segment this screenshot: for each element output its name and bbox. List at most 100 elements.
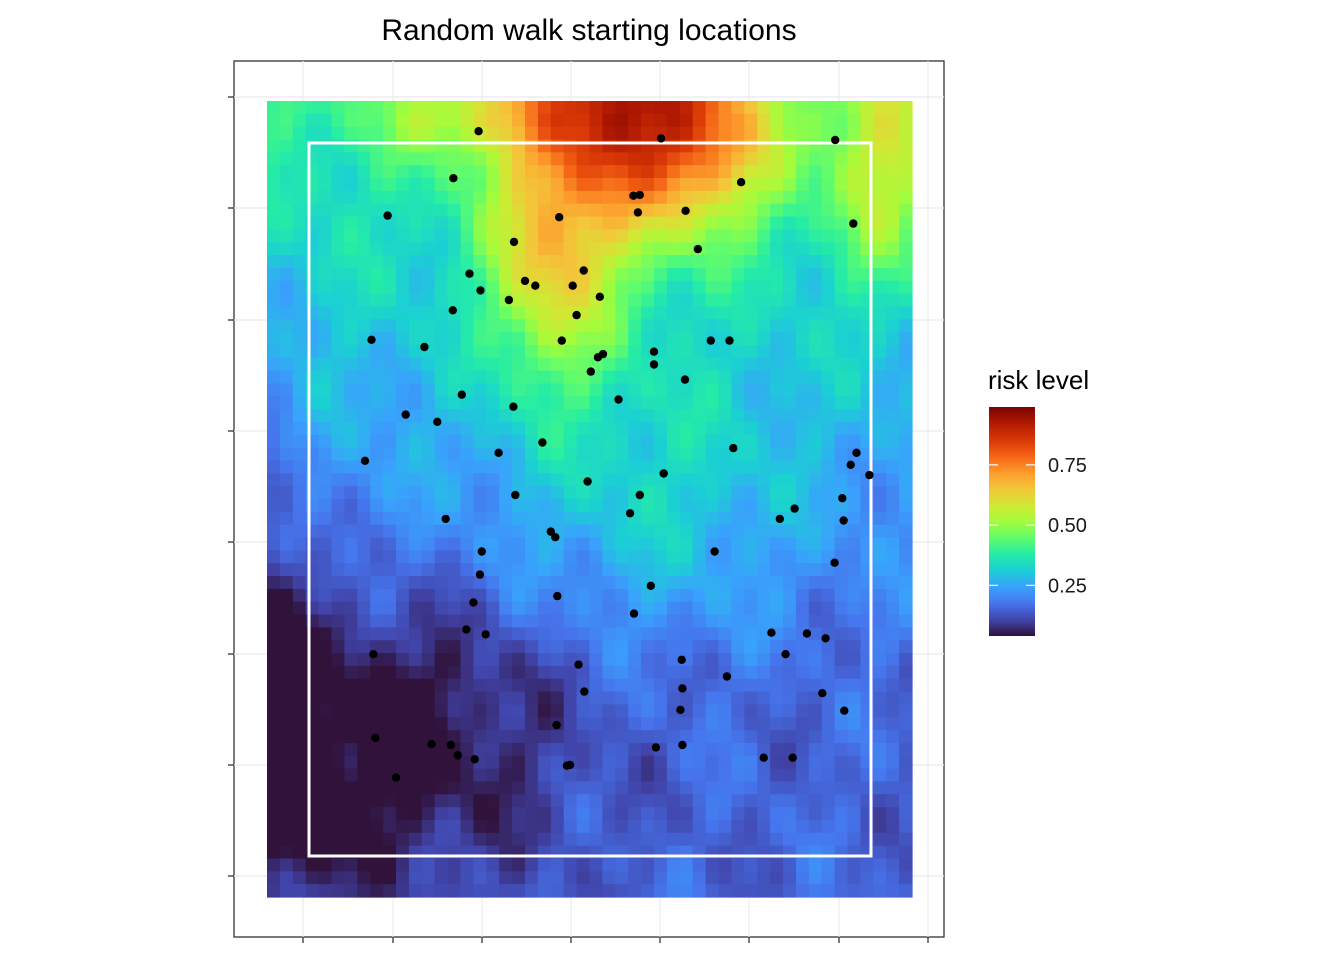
raster-cell <box>383 434 397 449</box>
raster-cell <box>537 601 552 616</box>
raster-cell <box>396 563 410 577</box>
raster-cell <box>705 576 720 590</box>
raster-cell <box>808 396 823 410</box>
raster-cell <box>808 537 823 551</box>
raster-cell <box>770 665 784 680</box>
raster-cell <box>370 511 384 526</box>
raster-cell <box>654 113 668 128</box>
raster-cell <box>705 421 720 436</box>
raster-cell <box>718 653 732 667</box>
raster-cell <box>563 383 578 397</box>
raster-cell <box>421 306 436 320</box>
raster-cell <box>873 344 887 359</box>
raster-cell <box>628 383 642 397</box>
raster-cell <box>744 486 758 500</box>
raster-cell <box>576 203 591 218</box>
raster-cell <box>834 203 849 218</box>
raster-cell <box>795 267 810 282</box>
raster-cell <box>331 550 345 564</box>
raster-cell <box>602 113 616 128</box>
raster-cell <box>447 332 462 346</box>
raster-cell <box>434 190 449 205</box>
raster-cell <box>615 678 629 693</box>
raster-cell <box>486 434 500 449</box>
raster-cell <box>473 768 487 783</box>
raster-cell <box>318 203 333 218</box>
raster-cell <box>537 730 552 744</box>
raster-cell <box>396 524 410 539</box>
raster-cell <box>357 627 371 641</box>
raster-cell <box>357 421 371 436</box>
raster-cell <box>357 396 371 410</box>
raster-cell <box>821 267 836 282</box>
raster-cell <box>473 871 487 885</box>
raster-cell <box>847 434 861 449</box>
raster-cell <box>744 113 758 128</box>
raster-cell <box>499 190 513 205</box>
raster-cell <box>783 563 797 577</box>
raster-cell <box>834 165 849 179</box>
raster-cell <box>783 332 797 346</box>
raster-cell <box>396 113 410 128</box>
raster-cell <box>383 665 397 680</box>
raster-cell <box>408 524 423 539</box>
raster-cell <box>357 576 371 590</box>
raster-cell <box>408 473 423 487</box>
raster-cell <box>757 319 771 333</box>
raster-cell <box>886 755 900 770</box>
raster-cell <box>666 101 681 115</box>
raster-cell <box>460 499 474 513</box>
raster-cell <box>279 460 294 474</box>
raster-cell <box>408 486 423 500</box>
raster-cell <box>396 832 410 847</box>
raster-cell <box>408 730 423 744</box>
raster-cell <box>267 871 281 885</box>
raster-cell <box>525 653 539 667</box>
raster-cell <box>705 178 720 192</box>
raster-cell <box>602 550 616 564</box>
raster-cell <box>537 576 552 590</box>
raster-cell <box>641 447 655 462</box>
raster-cell <box>331 576 345 590</box>
raster-cell <box>654 396 668 410</box>
raster-cell <box>460 858 474 872</box>
raster-cell <box>847 730 861 744</box>
raster-cell <box>370 293 384 308</box>
raster-cell <box>421 627 436 641</box>
raster-cell <box>499 203 513 218</box>
raster-cell <box>705 704 720 718</box>
raster-cell <box>899 460 913 474</box>
raster-cell <box>602 190 616 205</box>
raster-cell <box>821 601 836 616</box>
raster-cell <box>292 306 307 320</box>
raster-cell <box>602 460 616 474</box>
raster-cell <box>641 267 655 282</box>
raster-cell <box>408 691 423 706</box>
raster-cell <box>615 101 629 115</box>
raster-cell <box>731 537 745 551</box>
raster-cell <box>821 126 836 141</box>
raster-cell <box>305 871 320 885</box>
raster-cell <box>331 255 345 269</box>
raster-cell <box>615 370 629 385</box>
raster-cell <box>576 409 591 423</box>
raster-cell <box>770 280 784 295</box>
raster-cell <box>576 550 591 564</box>
raster-cell <box>821 537 836 551</box>
raster-cell <box>460 730 474 744</box>
raster-cell <box>499 524 513 539</box>
raster-cell <box>757 858 771 872</box>
start-point <box>635 490 644 500</box>
raster-cell <box>886 601 900 616</box>
raster-cell <box>654 447 668 462</box>
raster-cell <box>602 499 616 513</box>
raster-cell <box>267 845 281 860</box>
start-point <box>360 456 370 465</box>
raster-cell <box>499 563 513 577</box>
raster-cell <box>847 563 861 577</box>
raster-cell <box>344 691 358 706</box>
raster-cell <box>731 678 745 693</box>
raster-cell <box>770 858 784 872</box>
raster-cell <box>279 665 294 680</box>
raster-cell <box>318 126 333 141</box>
